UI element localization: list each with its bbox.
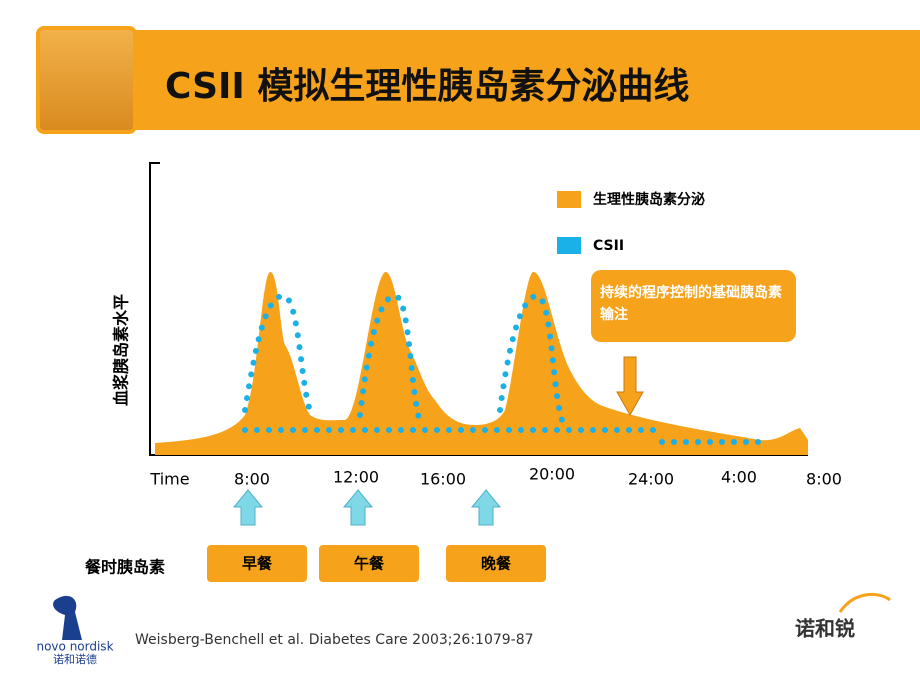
x-tick-label: 8:00	[806, 470, 842, 489]
left-logo-sub: 诺和诺德	[53, 652, 97, 666]
citation: Weisberg-Benchell et al. Diabetes Care 2…	[135, 632, 534, 648]
meal-text: 早餐	[242, 555, 273, 573]
header-band	[135, 30, 920, 130]
legend-label: 生理性胰岛素分泌	[593, 191, 705, 208]
csii-dots	[242, 292, 768, 445]
up-arrow	[342, 489, 374, 526]
meal-text: 午餐	[354, 555, 385, 573]
callout-arrow	[616, 356, 644, 417]
meal-arrows	[232, 489, 502, 526]
y-axis-label: 血浆胰岛素水平	[112, 294, 131, 406]
x-tick-label: 8:00	[234, 470, 270, 489]
callout-text: 持续的程序控制的基础胰岛素输注	[600, 285, 782, 323]
left-logo: novo nordisk	[36, 640, 113, 654]
x-tick-label: 12:00	[333, 468, 379, 487]
x-tick-label: 4:00	[721, 468, 757, 487]
bolus-dots	[357, 292, 423, 425]
x-ticks: 8:00 12:00 16:00 20:00 24:00 4:00 8:00	[234, 465, 842, 489]
meal-box	[446, 545, 546, 582]
x-tick-label: 16:00	[420, 470, 466, 489]
meal-label: 餐时胰岛素	[84, 558, 165, 577]
legend-swatch	[557, 191, 581, 208]
callout-box	[591, 270, 796, 342]
physiologic-area	[155, 271, 808, 455]
x-axis-title: Time	[149, 470, 189, 489]
right-logo-swoosh	[838, 592, 891, 613]
right-logo: 诺和锐	[795, 617, 855, 641]
x-tick-label: 20:00	[529, 465, 575, 484]
callout-wrap: 持续的程序控制的基础胰岛素输注	[600, 285, 782, 323]
x-tick-label: 24:00	[628, 470, 674, 489]
up-arrow	[470, 489, 502, 526]
up-arrow	[232, 489, 264, 526]
meals: 早餐 午餐 晚餐	[207, 545, 546, 582]
legend-swatch	[557, 237, 581, 254]
legend-label: CSII	[593, 238, 624, 254]
title: CSII 模拟生理性胰岛素分泌曲线	[165, 66, 689, 107]
meal-text: 晚餐	[481, 555, 512, 573]
meal-box	[319, 545, 419, 582]
meal-box	[207, 545, 307, 582]
bull-logo	[53, 595, 82, 640]
header-image	[36, 26, 137, 134]
